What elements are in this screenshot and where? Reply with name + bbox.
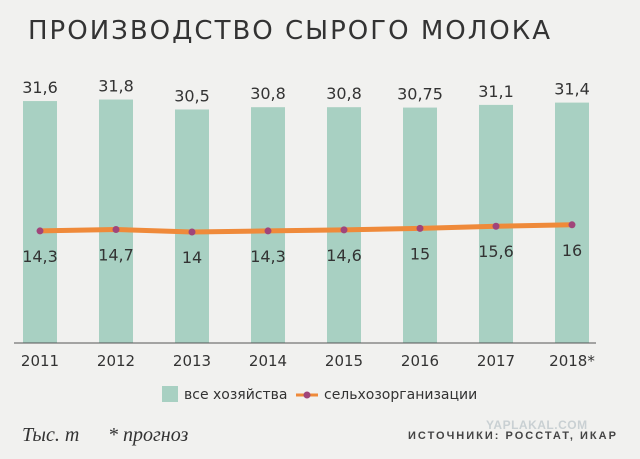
line-label-2017: 15,6 — [478, 242, 514, 261]
bar-value-labels: 31,6 31,8 30,5 30,8 30,8 30,75 31,1 31,4 — [22, 77, 590, 106]
line-label-2018*: 16 — [562, 241, 582, 260]
line-point-2011 — [36, 227, 44, 235]
line-point-2014 — [264, 227, 272, 235]
line-point-2013 — [188, 228, 196, 236]
x-tick-2015: 2015 — [325, 352, 363, 370]
x-tick-2017: 2017 — [477, 352, 515, 370]
bar-label-2015: 30,8 — [326, 84, 362, 103]
line-label-2012: 14,7 — [98, 245, 134, 264]
x-tick-2011: 2011 — [21, 352, 59, 370]
unit-label: Тыс. т — [22, 424, 80, 446]
bar-series — [23, 99, 589, 343]
bar-label-2014: 30,8 — [250, 84, 286, 103]
bar-label-2017: 31,1 — [478, 82, 514, 101]
line-point-2018* — [568, 221, 576, 229]
bar-label-2013: 30,5 — [174, 86, 210, 105]
line-label-2013: 14 — [182, 248, 202, 267]
bar-2011 — [23, 101, 57, 343]
line-point-2017 — [492, 222, 500, 230]
bar-label-2012: 31,8 — [98, 77, 134, 96]
bar-2015 — [327, 107, 361, 343]
line-point-2016 — [416, 224, 424, 232]
line-label-2015: 14,6 — [326, 246, 362, 265]
legend-swatch-bars — [162, 386, 178, 402]
source-label: ИСТОЧНИКИ: РОССТАТ, ИКАР — [408, 430, 618, 442]
bar-label-2018*: 31,4 — [554, 80, 590, 99]
line-point-2012 — [112, 225, 120, 233]
x-tick-labels: 2011 2012 2013 2014 2015 2016 2017 2018* — [21, 352, 595, 370]
forecast-note: * прогноз — [108, 424, 189, 446]
legend: все хозяйства сельхозорганизации — [162, 386, 477, 403]
line-point-2015 — [340, 226, 348, 234]
line-value-labels: 14,3 14,7 14 14,3 14,6 15 15,6 16 — [22, 241, 582, 267]
x-tick-2016: 2016 — [401, 352, 439, 370]
bar-label-2011: 31,6 — [22, 78, 58, 97]
line-label-2014: 14,3 — [250, 247, 286, 266]
line-series — [36, 221, 576, 236]
chart-title: ПРОИЗВОДСТВО СЫРОГО МОЛОКА — [28, 16, 553, 46]
line-path — [37, 222, 575, 235]
x-tick-2013: 2013 — [173, 352, 211, 370]
bar-label-2016: 30,75 — [397, 85, 443, 104]
bar-2012 — [99, 99, 133, 343]
legend-label-line: сельхозорганизации — [324, 387, 477, 403]
legend-label-bars: все хозяйства — [184, 387, 288, 403]
watermark: YAPLAKAL.COM — [486, 418, 588, 432]
line-label-2016: 15 — [410, 244, 430, 263]
bar-2013 — [175, 109, 209, 343]
legend-line-marker — [303, 391, 311, 399]
x-tick-2018*: 2018* — [549, 352, 595, 370]
bar-2014 — [251, 107, 285, 343]
line-label-2011: 14,3 — [22, 247, 58, 266]
x-tick-2012: 2012 — [97, 352, 135, 370]
x-tick-2014: 2014 — [249, 352, 287, 370]
